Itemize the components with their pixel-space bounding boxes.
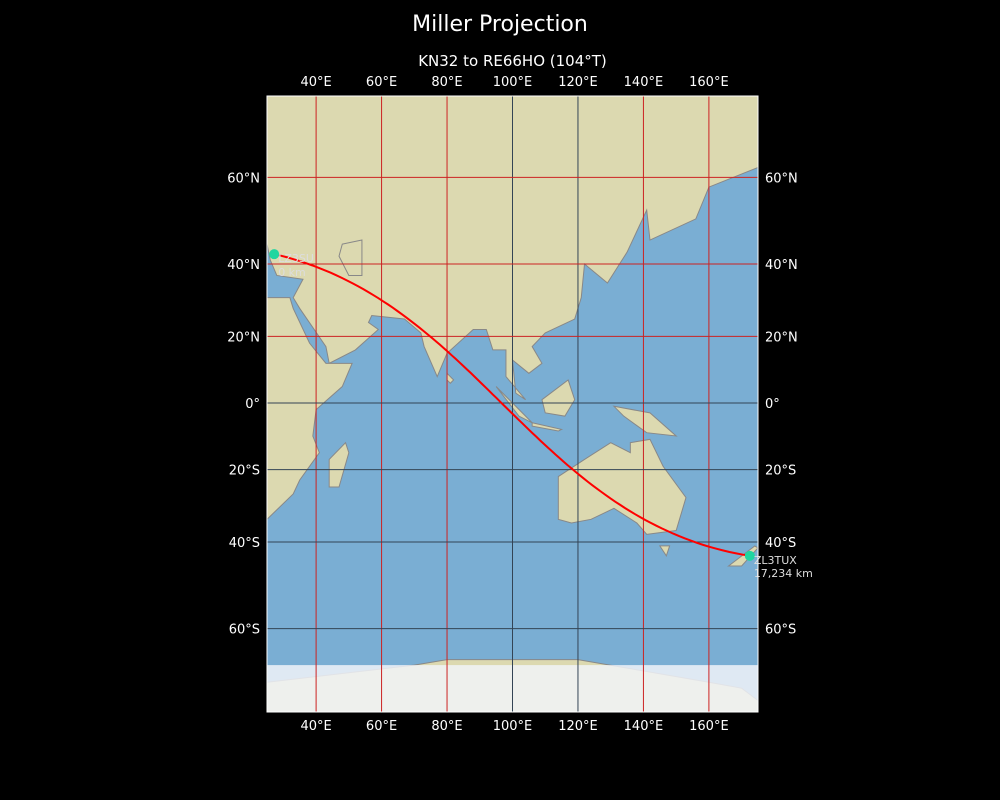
lat-tick-label: 60°N: [765, 171, 798, 186]
start-marker: [269, 249, 280, 260]
landmass: [338, 239, 363, 276]
start-callsign: LZ3SU: [278, 252, 314, 265]
landmass: [267, 297, 353, 521]
end-callsign: ZL3TUX: [754, 554, 797, 567]
axis-labels: 40°E 40°E 60°E 60°E 80°E 80°E 100°E 100°E 120°E 1…: [227, 75, 798, 734]
lon-tick-label: 40°E: [300, 719, 331, 734]
end-marker: [744, 550, 755, 561]
graticule: [267, 96, 758, 712]
lat-tick-label: 0°: [765, 397, 780, 412]
lon-tick-label: 140°E: [624, 75, 664, 90]
landmass: [531, 422, 564, 432]
lat-tick-label: 0°: [245, 397, 260, 412]
landmass: [495, 386, 533, 424]
landmass: [328, 441, 350, 488]
lon-tick-label: 120°E: [558, 719, 598, 734]
lon-tick-label: 120°E: [558, 75, 598, 90]
lat-tick-label: 40°N: [765, 258, 798, 273]
landmass: [541, 379, 576, 417]
lat-tick-label: 20°S: [229, 464, 260, 479]
lat-tick-label: 60°N: [227, 171, 260, 186]
great-circle-path: [273, 253, 750, 557]
lon-tick-label: 100°E: [493, 75, 533, 90]
lon-tick-label: 160°E: [689, 719, 729, 734]
lon-tick-label: 60°E: [366, 75, 397, 90]
landmass: [658, 545, 671, 557]
lat-tick-label: 20°N: [227, 330, 260, 345]
map-subtitle: KN32 to RE66HO (104°T): [418, 52, 607, 70]
lat-tick-label: 40°S: [765, 536, 796, 551]
lat-tick-label: 60°S: [765, 623, 796, 638]
landmass: [612, 405, 678, 437]
lon-tick-label: 80°E: [431, 75, 462, 90]
map-frame: [266, 95, 759, 713]
start-distance: 0 km: [278, 266, 306, 279]
lat-tick-label: 20°S: [765, 464, 796, 479]
lon-tick-label: 40°E: [300, 75, 331, 90]
lat-tick-label: 40°S: [229, 536, 260, 551]
lat-tick-label: 40°N: [227, 258, 260, 273]
lat-tick-label: 20°N: [765, 330, 798, 345]
lon-tick-label: 160°E: [689, 75, 729, 90]
lon-tick-label: 60°E: [366, 719, 397, 734]
lon-tick-label: 140°E: [624, 719, 664, 734]
landmass: [557, 438, 687, 535]
end-distance: 17,234 km: [754, 567, 813, 580]
lat-tick-label: 60°S: [229, 623, 260, 638]
map-title: Miller Projection: [412, 12, 588, 37]
lon-tick-label: 100°E: [493, 719, 533, 734]
lon-tick-label: 80°E: [431, 719, 462, 734]
